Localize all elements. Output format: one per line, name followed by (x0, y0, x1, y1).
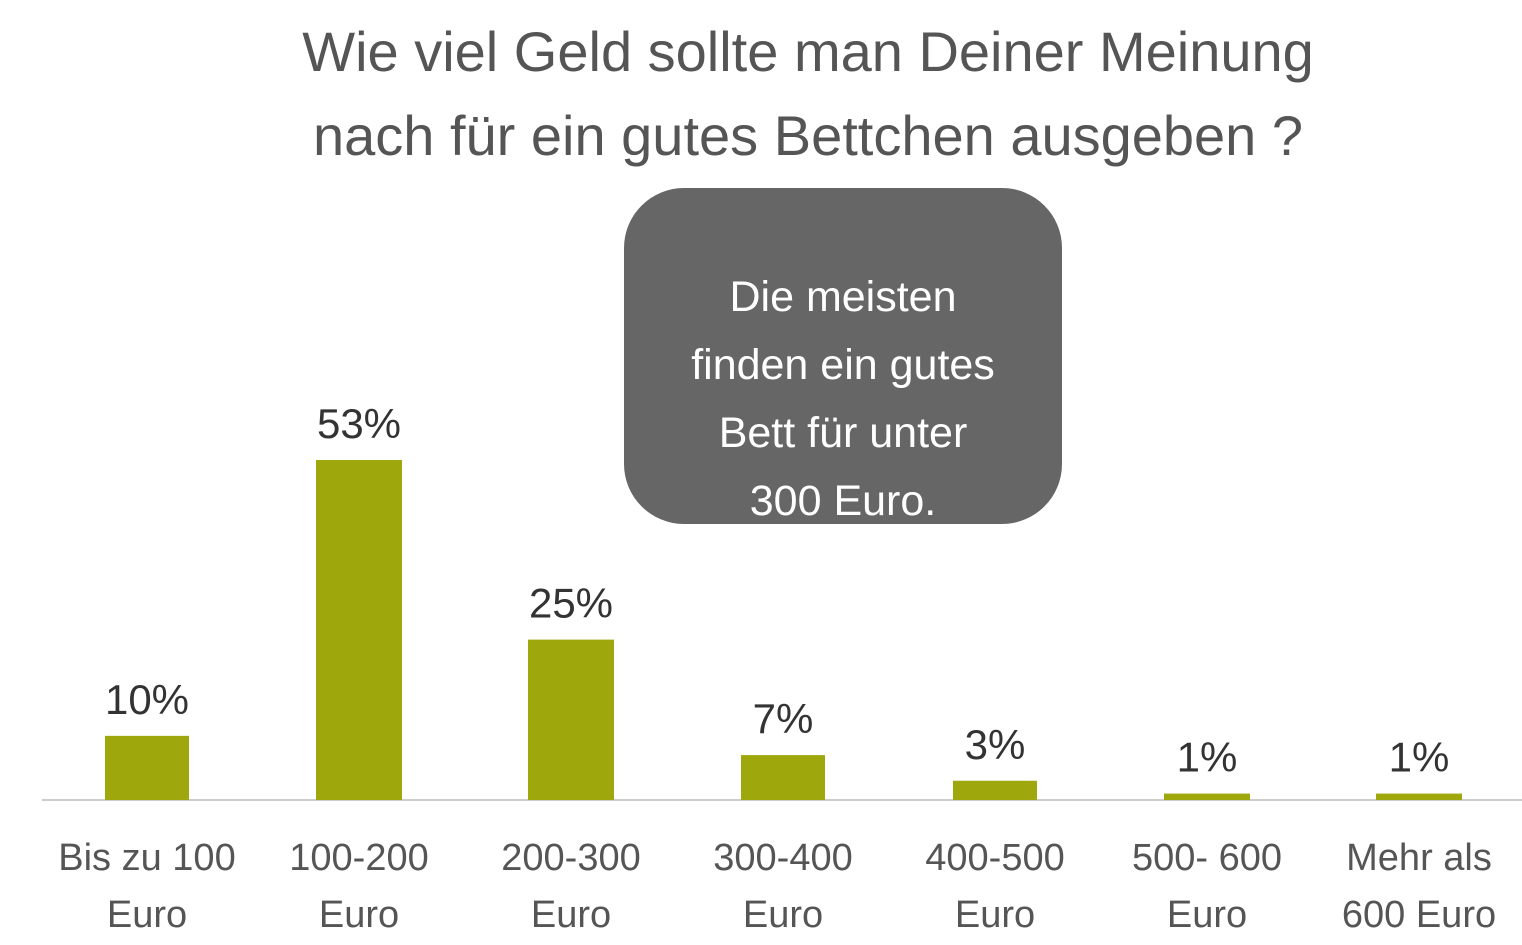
category-label-1-line-2: Euro (319, 894, 399, 936)
bar-3 (741, 755, 825, 800)
category-label-2-line-1: 200-300 (501, 837, 640, 879)
category-label-6-line-1: Mehr als (1346, 837, 1492, 879)
chart-title-line-2: nach für ein gutes Bettchen ausgeben ? (312, 104, 1304, 167)
value-label-6: 1% (1389, 734, 1450, 781)
value-label-1: 53% (317, 400, 401, 447)
bar-5 (1164, 793, 1250, 800)
value-labels-group: 10% 53% 25% 7% 3% 1% 1% (105, 400, 1449, 781)
bar-6 (1376, 793, 1462, 800)
category-label-1-line-1: 100-200 (289, 837, 428, 879)
value-label-0: 10% (105, 676, 189, 723)
category-label-2-line-2: Euro (531, 894, 611, 936)
category-label-0-line-1: Bis zu 100 (58, 837, 235, 879)
category-label-5-line-1: 500- 600 (1132, 837, 1282, 879)
category-label-3-line-1: 300-400 (713, 837, 852, 879)
value-label-3: 7% (753, 695, 814, 742)
value-label-4: 3% (965, 721, 1026, 768)
category-label-5-line-2: Euro (1167, 894, 1247, 936)
bar-2 (528, 639, 614, 800)
bar-1 (316, 460, 402, 800)
callout-text: Die meisten finden ein gutes Bett für un… (691, 273, 995, 525)
value-label-5: 1% (1177, 734, 1238, 781)
category-label-3-line-2: Euro (743, 894, 823, 936)
chart-title-line-1: Wie viel Geld sollte man Deiner Meinung (302, 20, 1314, 83)
value-label-2: 25% (529, 580, 613, 627)
callout-box: Die meisten finden ein gutes Bett für un… (624, 188, 1062, 525)
chart-title: Wie viel Geld sollte man Deiner Meinung … (0, 10, 1522, 178)
category-label-6-line-2: 600 Euro (1342, 894, 1496, 936)
bar-4 (953, 780, 1037, 800)
bar-0 (105, 735, 189, 800)
bars-group (105, 460, 1462, 800)
category-label-4-line-2: Euro (955, 894, 1035, 936)
category-label-0-line-2: Euro (107, 894, 187, 936)
category-labels-group: Bis zu 100 Euro 100-200 Euro 200-300 Euro 300-… (58, 837, 1496, 936)
category-label-4-line-1: 400-500 (925, 837, 1064, 879)
